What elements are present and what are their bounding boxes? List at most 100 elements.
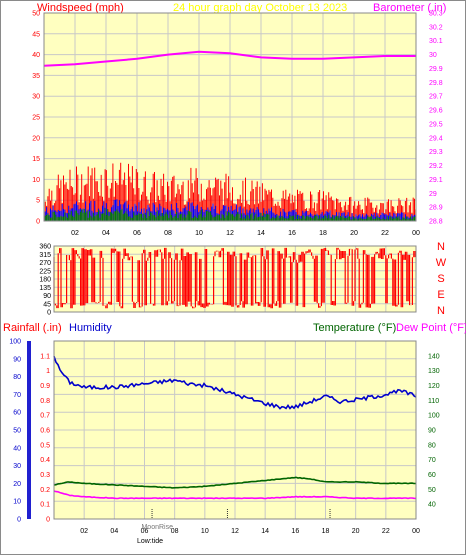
barometer-y-tick-label: 29.9 xyxy=(429,66,443,73)
humidity-y-tick-label: 60 xyxy=(13,410,21,417)
compass-label: N xyxy=(437,305,445,317)
wind-x-tick-label: 02 xyxy=(71,230,79,237)
rain-axis-title: Rainfall (.in) xyxy=(3,322,62,334)
direction-y-tick-label: 45 xyxy=(43,301,51,308)
wind-x-tick-label: 18 xyxy=(319,230,327,237)
barometer-y-tick-label: 28.9 xyxy=(429,205,443,212)
barometer-y-tick-label: 29.5 xyxy=(429,121,443,128)
rain-y-tick-label: 0.5 xyxy=(40,442,50,449)
wind-x-tick-label: 00 xyxy=(412,230,420,237)
rain-y-tick-label: 1.1 xyxy=(40,353,50,360)
humidity-y-tick-label: 10 xyxy=(13,499,21,506)
rain-y-tick-label: 0.6 xyxy=(40,428,50,435)
wind-x-tick-label: 04 xyxy=(102,230,110,237)
lower-x-tick-label: 02 xyxy=(80,528,88,535)
rain-y-tick-label: 0.2 xyxy=(40,487,50,494)
barometer-y-tick-label: 30.1 xyxy=(429,38,443,45)
temperature-y-tick-label: 100 xyxy=(428,413,440,420)
temperature-y-tick-label: 70 xyxy=(428,457,436,464)
wind-y-tick-label: 40 xyxy=(32,52,40,59)
compass-label: E xyxy=(437,289,444,301)
wind-axis-title: Windspeed (mph) xyxy=(37,2,124,14)
barometer-y-tick-label: 30.2 xyxy=(429,24,443,31)
barometer-y-tick-label: 29.2 xyxy=(429,163,443,170)
humidity-y-tick-label: 80 xyxy=(13,374,21,381)
rain-y-tick-label: 0.4 xyxy=(40,457,50,464)
barometer-y-tick-label: 29.4 xyxy=(429,135,443,142)
lower-x-tick-label: 04 xyxy=(110,528,118,535)
lower-x-tick-label: 08 xyxy=(171,528,179,535)
temperature-y-tick-label: 40 xyxy=(428,502,436,509)
rain-y-tick-label: 0.1 xyxy=(40,502,50,509)
compass-label: S xyxy=(437,273,444,285)
lower-x-tick-label: 22 xyxy=(382,528,390,535)
rain-y-tick-label: 0.7 xyxy=(40,413,50,420)
direction-y-tick-label: 135 xyxy=(39,285,51,292)
humidity-y-tick-label: 90 xyxy=(13,356,21,363)
lower-x-tick-label: 06 xyxy=(141,528,149,535)
wind-x-tick-label: 06 xyxy=(133,230,141,237)
humidity-y-tick-label: 30 xyxy=(13,463,21,470)
lower-x-tick-label: 18 xyxy=(322,528,330,535)
humidity-y-tick-label: 0 xyxy=(17,517,21,524)
barometer-y-tick-label: 29.3 xyxy=(429,149,443,156)
barometer-y-tick-label: 29.1 xyxy=(429,177,443,184)
direction-y-tick-label: 360 xyxy=(39,244,51,251)
barometer-y-tick-label: 28.8 xyxy=(429,219,443,226)
moonrise-label: MoonRise xyxy=(141,524,173,531)
wind-y-tick-label: 30 xyxy=(32,94,40,101)
temperature-line xyxy=(53,476,416,489)
compass-label: W xyxy=(436,257,447,269)
temperature-y-tick-label: 60 xyxy=(428,472,436,479)
wind-y-tick-label: 50 xyxy=(32,11,40,18)
barometer-line xyxy=(43,50,416,67)
direction-y-tick-label: 270 xyxy=(39,260,51,267)
barometer-y-tick-label: 29.6 xyxy=(429,108,443,115)
rain-y-tick-label: 0.3 xyxy=(40,472,50,479)
rain-y-tick-label: 0 xyxy=(46,517,50,524)
direction-plot-border xyxy=(53,245,417,313)
temperature-y-tick-label: 80 xyxy=(428,442,436,449)
lower-x-tick-label: 16 xyxy=(291,528,299,535)
wind-x-tick-label: 08 xyxy=(164,230,172,237)
wind-y-tick-label: 5 xyxy=(36,198,40,205)
humidity-line xyxy=(53,356,417,410)
direction-y-tick-label: 180 xyxy=(39,277,51,284)
wind-y-tick-label: 25 xyxy=(32,115,40,122)
wind-x-tick-label: 14 xyxy=(257,230,265,237)
temperature-y-tick-label: 110 xyxy=(428,398,439,405)
wind-y-tick-label: 10 xyxy=(32,177,40,184)
temperature-y-tick-label: 50 xyxy=(428,487,436,494)
humidity-y-tick-label: 40 xyxy=(13,445,21,452)
wind-x-tick-label: 16 xyxy=(288,230,296,237)
wind-x-tick-label: 10 xyxy=(195,230,203,237)
humidity-y-tick-label: 20 xyxy=(13,481,21,488)
barometer-y-tick-label: 29.8 xyxy=(429,80,443,87)
wind-y-tick-label: 45 xyxy=(32,31,40,38)
dewpoint-line xyxy=(53,490,417,500)
barometer-y-tick-label: 29 xyxy=(429,191,437,198)
humidity-axis-title: Humidity xyxy=(69,322,112,334)
humidity-y-tick-label: 70 xyxy=(13,392,21,399)
wind-y-tick-label: 0 xyxy=(36,219,40,226)
compass-label: N xyxy=(437,241,445,253)
lower-x-tick-label: 00 xyxy=(412,528,420,535)
wind-y-tick-label: 20 xyxy=(32,135,40,142)
temperature-y-tick-label: 130 xyxy=(428,368,440,375)
barometer-y-tick-label: 29.7 xyxy=(429,94,443,101)
lower-x-tick-label: 20 xyxy=(352,528,360,535)
chart-title: 24 hour graph day October 13 2023 xyxy=(173,2,347,14)
wind-y-tick-label: 35 xyxy=(32,73,40,80)
humidity-axis-bar xyxy=(27,341,31,519)
rain-y-tick-label: 1 xyxy=(46,368,50,375)
wind-plot-border xyxy=(43,12,417,222)
temperature-axis-title: Temperature (°F) xyxy=(313,322,396,334)
barometer-y-tick-label: 30.3 xyxy=(429,11,443,18)
temperature-y-tick-label: 120 xyxy=(428,383,440,390)
temperature-y-tick-label: 90 xyxy=(428,428,436,435)
direction-y-tick-label: 315 xyxy=(39,252,51,259)
wind-y-tick-label: 15 xyxy=(32,156,40,163)
barometer-y-tick-label: 30 xyxy=(429,52,437,59)
